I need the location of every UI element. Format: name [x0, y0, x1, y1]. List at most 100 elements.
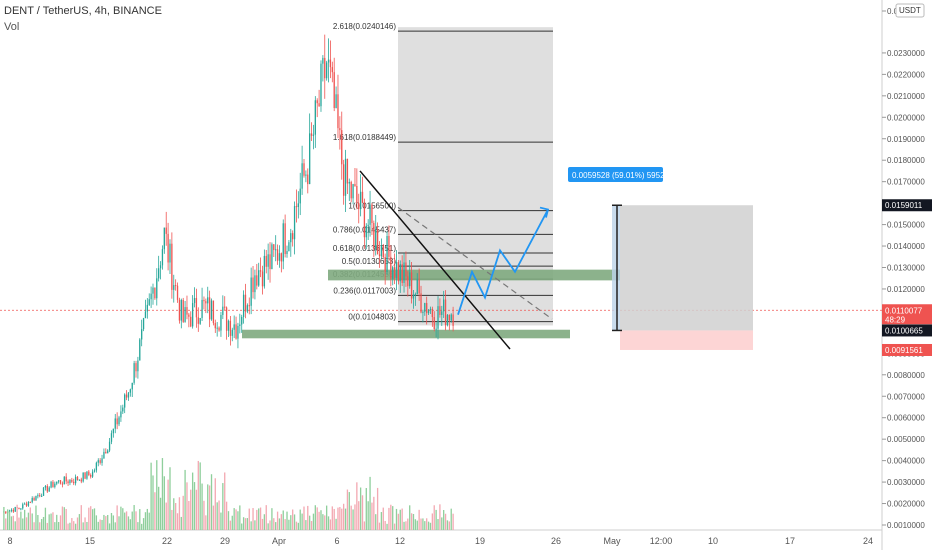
- candle-body[interactable]: [261, 271, 264, 287]
- candle-body[interactable]: [446, 314, 449, 326]
- candle-body[interactable]: [37, 495, 39, 497]
- candle-body[interactable]: [120, 411, 122, 418]
- candle-body[interactable]: [39, 495, 41, 497]
- candle-body[interactable]: [388, 236, 390, 257]
- candle-body[interactable]: [225, 307, 228, 331]
- candle-body[interactable]: [346, 158, 349, 184]
- candle-body[interactable]: [107, 450, 109, 454]
- candle-body[interactable]: [169, 243, 171, 263]
- candle-body[interactable]: [56, 481, 58, 484]
- candle-body[interactable]: [44, 486, 47, 488]
- candle-body[interactable]: [252, 277, 254, 293]
- candle-body[interactable]: [190, 316, 192, 327]
- candle-body[interactable]: [290, 233, 292, 243]
- candle-body[interactable]: [258, 270, 260, 286]
- candle-body[interactable]: [71, 480, 73, 482]
- candle-body[interactable]: [80, 479, 82, 482]
- candle-body[interactable]: [167, 233, 169, 263]
- candle-body[interactable]: [429, 308, 432, 311]
- candle-body[interactable]: [148, 299, 150, 305]
- candle-body[interactable]: [314, 100, 316, 135]
- candle-body[interactable]: [276, 249, 279, 261]
- candle-body[interactable]: [265, 255, 267, 267]
- candle-body[interactable]: [176, 285, 179, 300]
- currency-badge[interactable]: [895, 3, 925, 18]
- candle-body[interactable]: [309, 133, 311, 185]
- candle-body[interactable]: [331, 67, 333, 73]
- candle-body[interactable]: [137, 360, 139, 372]
- candle-body[interactable]: [184, 307, 186, 322]
- candle-body[interactable]: [95, 462, 98, 471]
- candle-body[interactable]: [42, 487, 45, 496]
- candle-body[interactable]: [152, 287, 154, 294]
- candle-body[interactable]: [12, 509, 14, 512]
- candle-body[interactable]: [278, 253, 281, 261]
- candle-body[interactable]: [220, 314, 222, 331]
- candle-body[interactable]: [125, 394, 128, 398]
- candle-body[interactable]: [135, 363, 137, 372]
- candle-body[interactable]: [367, 224, 369, 226]
- candle-body[interactable]: [371, 204, 373, 223]
- candle-body[interactable]: [450, 314, 452, 321]
- candle-body[interactable]: [216, 327, 218, 329]
- candle-body[interactable]: [78, 479, 81, 481]
- candle-body[interactable]: [403, 262, 405, 283]
- target-box[interactable]: [620, 205, 753, 331]
- candle-body[interactable]: [350, 182, 352, 199]
- candle-body[interactable]: [282, 223, 284, 262]
- candle-body[interactable]: [418, 279, 420, 294]
- candle-body[interactable]: [146, 304, 148, 312]
- candle-body[interactable]: [201, 299, 203, 318]
- candle-body[interactable]: [320, 63, 322, 107]
- candle-body[interactable]: [393, 267, 396, 278]
- candle-body[interactable]: [141, 329, 143, 340]
- candle-body[interactable]: [52, 481, 54, 488]
- candle-body[interactable]: [295, 206, 298, 208]
- candle-body[interactable]: [248, 305, 250, 307]
- candle-body[interactable]: [178, 299, 181, 321]
- candle-body[interactable]: [182, 299, 184, 322]
- candle-body[interactable]: [241, 316, 243, 325]
- candle-body[interactable]: [303, 163, 305, 176]
- candle-body[interactable]: [297, 203, 299, 208]
- candle-body[interactable]: [235, 324, 237, 339]
- candle-body[interactable]: [114, 418, 116, 429]
- downtrend-line[interactable]: [359, 170, 511, 350]
- candle-body[interactable]: [342, 164, 345, 196]
- candle-body[interactable]: [267, 254, 269, 267]
- candle-body[interactable]: [250, 277, 252, 306]
- candle-body[interactable]: [284, 223, 286, 255]
- candle-body[interactable]: [263, 255, 266, 287]
- candle-body[interactable]: [156, 278, 158, 299]
- candle-body[interactable]: [105, 451, 107, 454]
- candle-body[interactable]: [380, 245, 383, 257]
- candle-body[interactable]: [359, 191, 362, 210]
- candle-body[interactable]: [416, 279, 418, 295]
- candle-body[interactable]: [129, 389, 132, 393]
- candle-body[interactable]: [59, 480, 62, 484]
- candle-body[interactable]: [329, 59, 332, 68]
- candle-body[interactable]: [25, 503, 28, 506]
- candle-body[interactable]: [33, 498, 35, 501]
- candle-body[interactable]: [384, 257, 386, 272]
- candle-body[interactable]: [8, 510, 11, 513]
- candle-body[interactable]: [437, 306, 439, 329]
- candle-body[interactable]: [50, 481, 52, 488]
- stop-box[interactable]: [620, 330, 753, 350]
- candle-body[interactable]: [333, 72, 335, 109]
- candle-body[interactable]: [239, 324, 241, 326]
- candle-body[interactable]: [65, 476, 67, 482]
- candle-body[interactable]: [424, 303, 426, 312]
- candle-body[interactable]: [382, 245, 384, 258]
- candle-body[interactable]: [207, 297, 209, 304]
- candle-body[interactable]: [441, 311, 443, 315]
- candle-body[interactable]: [186, 307, 188, 315]
- candle-body[interactable]: [74, 476, 77, 484]
- candle-body[interactable]: [99, 460, 101, 463]
- candle-body[interactable]: [397, 262, 400, 282]
- candle-body[interactable]: [395, 262, 398, 278]
- candle-body[interactable]: [307, 174, 309, 185]
- candle-body[interactable]: [88, 471, 90, 476]
- candle-body[interactable]: [165, 227, 167, 234]
